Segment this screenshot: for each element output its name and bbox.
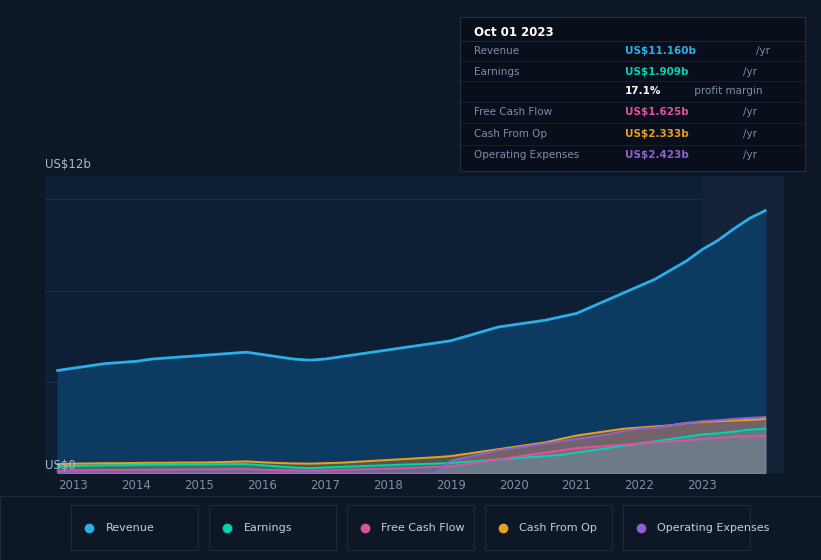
Text: Oct 01 2023: Oct 01 2023 bbox=[474, 26, 553, 39]
Text: Revenue: Revenue bbox=[105, 523, 154, 533]
Text: /yr: /yr bbox=[743, 129, 757, 139]
Text: profit margin: profit margin bbox=[690, 86, 762, 96]
Text: Cash From Op: Cash From Op bbox=[474, 129, 547, 139]
Text: /yr: /yr bbox=[743, 151, 757, 160]
Text: Free Cash Flow: Free Cash Flow bbox=[474, 108, 552, 117]
Text: US$2.423b: US$2.423b bbox=[626, 151, 689, 160]
Text: Free Cash Flow: Free Cash Flow bbox=[381, 523, 465, 533]
Text: Cash From Op: Cash From Op bbox=[520, 523, 597, 533]
Text: US$12b: US$12b bbox=[45, 158, 91, 171]
Text: /yr: /yr bbox=[743, 67, 757, 77]
Text: US$1.625b: US$1.625b bbox=[626, 108, 689, 117]
Text: Earnings: Earnings bbox=[243, 523, 292, 533]
Text: Operating Expenses: Operating Expenses bbox=[658, 523, 769, 533]
Text: Operating Expenses: Operating Expenses bbox=[474, 151, 579, 160]
Text: /yr: /yr bbox=[743, 108, 757, 117]
Text: US$2.333b: US$2.333b bbox=[626, 129, 689, 139]
Text: Revenue: Revenue bbox=[474, 46, 519, 55]
Bar bbox=[702, 176, 784, 473]
FancyBboxPatch shape bbox=[347, 505, 475, 550]
Text: Earnings: Earnings bbox=[474, 67, 519, 77]
Text: US$11.160b: US$11.160b bbox=[626, 46, 696, 55]
Text: US$1.909b: US$1.909b bbox=[626, 67, 689, 77]
Text: US$0: US$0 bbox=[45, 459, 76, 472]
Text: /yr: /yr bbox=[756, 46, 770, 55]
FancyBboxPatch shape bbox=[485, 505, 612, 550]
Text: 17.1%: 17.1% bbox=[626, 86, 662, 96]
FancyBboxPatch shape bbox=[209, 505, 337, 550]
FancyBboxPatch shape bbox=[71, 505, 199, 550]
FancyBboxPatch shape bbox=[623, 505, 750, 550]
